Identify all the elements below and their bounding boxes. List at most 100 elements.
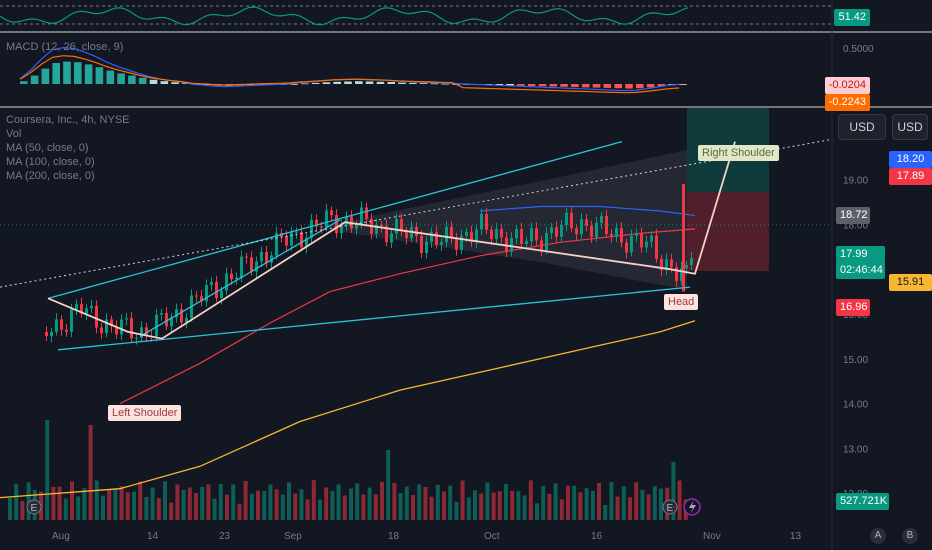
candle-body	[135, 337, 138, 339]
volume-bar	[200, 487, 205, 520]
candle-body	[505, 237, 508, 252]
volume-bar	[522, 495, 527, 520]
candle-body	[230, 273, 233, 280]
macd-histogram-bar	[517, 84, 525, 86]
volume-bar	[386, 450, 391, 520]
volume-bar	[119, 486, 124, 520]
volume-bar	[94, 480, 99, 520]
volume-bar	[584, 488, 589, 520]
macd-histogram-bar	[592, 84, 601, 88]
neckline-dotted	[0, 138, 833, 288]
head-shoulders-pattern	[47, 141, 736, 340]
volume-bar	[578, 492, 583, 520]
candle-body	[420, 236, 423, 253]
volume-bar	[318, 499, 322, 520]
candle-body	[495, 228, 498, 239]
auto-scale-button[interactable]: A	[870, 528, 886, 544]
candle-body	[120, 319, 123, 335]
volume-bar	[466, 497, 471, 520]
volume-bar	[181, 489, 186, 520]
upper-channel-line	[47, 140, 623, 299]
candle-body	[575, 228, 578, 235]
volume-bar	[88, 425, 93, 520]
candle-body	[195, 295, 198, 297]
candle-body	[565, 212, 568, 226]
volume-bar	[287, 482, 291, 520]
lightning-bolt-icon	[689, 500, 696, 514]
inner-trend-line	[139, 219, 341, 337]
candle-body	[305, 237, 308, 248]
volume-bar	[491, 492, 496, 520]
candle-body	[355, 224, 358, 229]
candle-body	[210, 282, 213, 285]
signal-value-tag: -0.2243	[824, 94, 870, 111]
volume-bar	[262, 491, 267, 520]
ma50-price-tag: 17.89	[889, 168, 932, 185]
volume-bar	[132, 491, 136, 520]
volume-bar	[609, 482, 614, 520]
volume-bar	[311, 480, 316, 520]
volume-bar	[51, 486, 56, 520]
candle-body	[670, 259, 673, 268]
candle-body	[175, 309, 178, 318]
macd-histogram-bar	[549, 84, 558, 87]
log-scale-button[interactable]: B	[902, 528, 918, 544]
macd-value-tag: -0.0204	[824, 77, 870, 94]
macd-ytick: 0.5000	[843, 44, 874, 55]
candle-body	[145, 327, 148, 336]
macd-legend: MACD (12, 26, close, 9)	[6, 41, 124, 53]
candle-body	[500, 228, 503, 238]
volume-bar	[150, 487, 155, 520]
candle-body	[65, 329, 68, 332]
volume-bar	[212, 498, 217, 520]
candle-body	[555, 227, 558, 237]
volume-bar	[113, 488, 118, 520]
macd-histogram-bar	[506, 84, 514, 86]
candle-body	[320, 226, 323, 228]
volume-bar	[659, 488, 663, 520]
target-price-tag: 18.72	[836, 207, 870, 224]
volume-bar	[76, 496, 81, 520]
volume-bar	[597, 483, 601, 520]
candle-body	[335, 215, 338, 234]
volume-bar	[646, 494, 651, 520]
xtick-16: 16	[591, 531, 603, 542]
macd-histogram-bar	[160, 81, 169, 84]
volume-bar	[144, 496, 149, 520]
xtick-13: 13	[790, 531, 802, 542]
candle-body	[365, 207, 368, 219]
candle-body	[645, 241, 648, 248]
macd-histogram-bar	[527, 84, 536, 86]
candle-body	[605, 215, 608, 234]
volume-bar	[336, 484, 341, 520]
candle-body	[315, 219, 318, 227]
volume-bar	[225, 494, 229, 520]
currency-button-right[interactable]: USD	[892, 114, 928, 140]
currency-button-left[interactable]: USD	[838, 114, 886, 140]
volume-bar	[652, 486, 657, 520]
candle-body	[680, 268, 683, 281]
volume-bar	[417, 484, 422, 520]
macd-histogram-bar	[387, 82, 395, 84]
price-axis-tick: 13.00	[843, 444, 868, 455]
candle-body	[425, 241, 428, 253]
volume-bar	[528, 480, 533, 520]
volume-value-tag: 527.721K	[836, 493, 889, 510]
legend-ma100: MA (100, close, 0)	[6, 156, 95, 168]
candle-body	[485, 213, 488, 230]
candle-body	[390, 233, 393, 243]
volume-bar	[20, 501, 25, 520]
candle-body	[225, 273, 228, 291]
candle-body	[625, 242, 628, 253]
candle-body	[550, 227, 553, 234]
macd-histogram-bar	[301, 83, 309, 85]
candle-body	[310, 219, 313, 238]
candle-body	[655, 235, 658, 259]
candle-body	[405, 231, 408, 239]
candle-body	[560, 225, 563, 237]
macd-histogram-bar	[138, 77, 147, 84]
macd-histogram-bar	[52, 63, 60, 84]
stop-price-tag: 16.96	[836, 299, 870, 316]
candle-body	[140, 327, 143, 338]
